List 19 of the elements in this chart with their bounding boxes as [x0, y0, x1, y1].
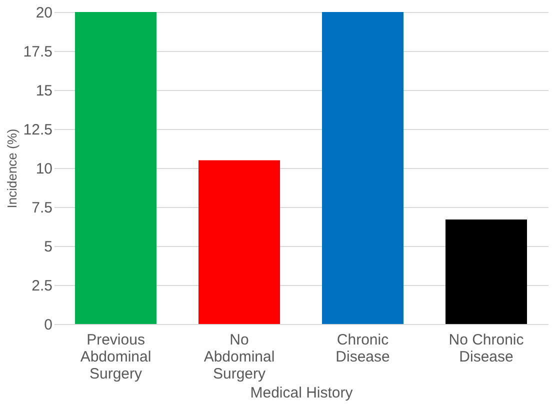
x-tick-label: Chronic Disease: [336, 332, 390, 366]
y-tick-label: 10: [36, 160, 52, 178]
y-axis-title: Incidence (%): [4, 128, 20, 208]
y-tick-label: 12.5: [23, 122, 52, 138]
y-tick-label: 5: [44, 238, 52, 256]
x-tick-label: No Chronic Disease: [448, 332, 524, 366]
x-axis-title: Medical History: [250, 384, 354, 402]
y-tick-label: 15: [36, 82, 52, 100]
y-tick-label: 7.5: [32, 200, 52, 216]
y-tick-label: 2.5: [32, 278, 52, 294]
y-tick-label: 17.5: [23, 44, 52, 60]
x-tick-label: Previous Abdominal Surgery: [80, 332, 152, 382]
y-tick-label: 0: [44, 316, 52, 334]
bar: [322, 12, 404, 324]
bar: [198, 160, 280, 324]
y-tick-label: 20: [36, 4, 52, 22]
x-tick-label: No Abdominal Surgery: [204, 332, 275, 382]
bar: [445, 219, 528, 324]
bar: [74, 12, 157, 324]
